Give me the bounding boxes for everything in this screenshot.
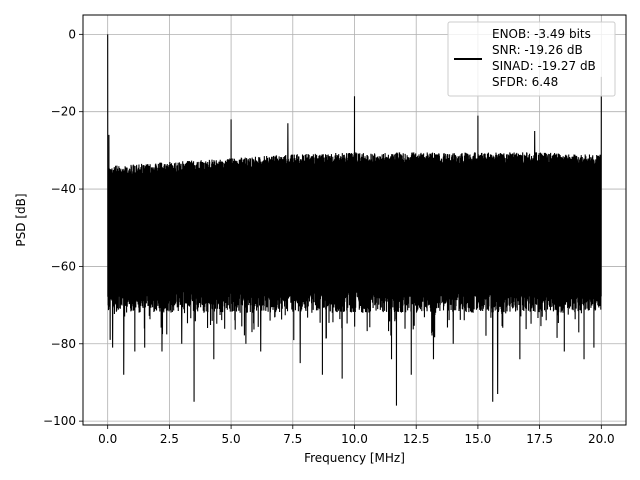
legend: ENOB: -3.49 bits SNR: -19.26 dB SINAD: -… bbox=[447, 21, 616, 97]
x-tick-label: 12.5 bbox=[403, 432, 430, 446]
x-tick-label: 0.0 bbox=[98, 432, 117, 446]
x-tick-label: 20.0 bbox=[588, 432, 615, 446]
plot-area bbox=[107, 34, 602, 406]
y-tick-label: −100 bbox=[43, 414, 76, 428]
x-tick-label: 2.5 bbox=[160, 432, 179, 446]
y-tick-label: −40 bbox=[51, 182, 76, 196]
legend-text-sfdr: SFDR: 6.48 bbox=[492, 75, 558, 89]
x-tick-label: 5.0 bbox=[222, 432, 241, 446]
x-tick-label: 17.5 bbox=[526, 432, 553, 446]
psd-trace bbox=[107, 34, 602, 406]
x-axis-label: Frequency [MHz] bbox=[304, 451, 405, 465]
x-tick-label: 10.0 bbox=[341, 432, 368, 446]
legend-box bbox=[447, 21, 616, 97]
y-axis-label: PSD [dB] bbox=[14, 193, 28, 246]
y-tick-label: −80 bbox=[51, 337, 76, 351]
x-tick-label: 15.0 bbox=[465, 432, 492, 446]
y-tick-label: 0 bbox=[68, 27, 76, 41]
legend-text-snr: SNR: -19.26 dB bbox=[492, 43, 583, 57]
legend-text-sinad: SINAD: -19.27 dB bbox=[492, 59, 596, 73]
y-tick-label: −20 bbox=[51, 105, 76, 119]
ticks: 0.0 2.5 5.0 7.5 10.0 12.5 15.0 17.5 20.0 0 −20 −40 −… bbox=[43, 27, 615, 446]
x-tick-label: 7.5 bbox=[283, 432, 302, 446]
y-tick-label: −60 bbox=[51, 259, 76, 273]
legend-text-enob: ENOB: -3.49 bits bbox=[492, 27, 591, 41]
